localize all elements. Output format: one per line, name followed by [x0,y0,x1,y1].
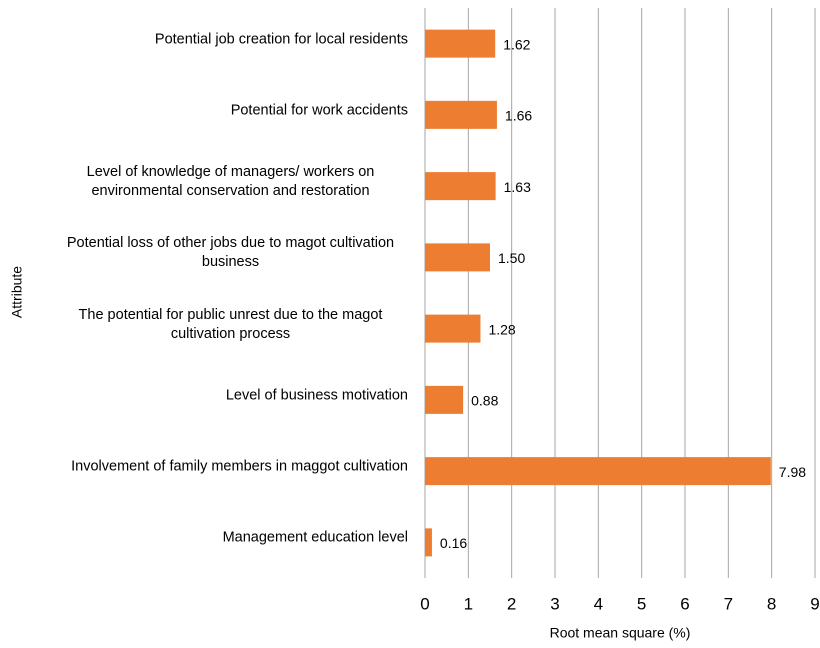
category-text: Level of business motivation [225,387,408,404]
category-label: Management education level [28,529,408,548]
category-label: The potential for public unrest due to t… [28,306,408,344]
value-label: 1.62 [503,36,530,52]
value-label: 1.66 [505,108,532,124]
value-label: 7.98 [779,464,806,480]
category-text: Level of knowledge of managers/ workers … [86,164,375,200]
x-tick-label: 3 [550,594,559,613]
x-tick-label: 2 [507,594,516,613]
x-tick-label: 7 [724,594,733,613]
bar [425,385,464,414]
bar [425,457,771,486]
category-text: Potential loss of other jobs due to mago… [66,235,395,271]
x-tick-label: 8 [767,594,776,613]
category-label: Level of knowledge of managers/ workers … [28,163,408,201]
category-text: Potential for work accidents [230,102,408,119]
x-tick-label: 6 [680,594,689,613]
value-label: 0.16 [440,535,467,551]
category-text: Involvement of family members in maggot … [71,458,408,475]
x-axis-title: Root mean square (%) [550,625,691,641]
bar [425,528,432,557]
category-label: Involvement of family members in maggot … [28,458,408,477]
x-tick-label: 0 [420,594,429,613]
value-label: 1.50 [498,250,525,266]
category-label: Potential job creation for local residen… [28,30,408,49]
value-label: 0.88 [471,393,498,409]
y-axis-title: Attribute [9,266,25,318]
x-tick-label: 1 [464,594,473,613]
category-text: The potential for public unrest due to t… [78,306,383,342]
category-label: Potential loss of other jobs due to mago… [28,234,408,272]
category-text: Potential job creation for local residen… [154,31,408,48]
bar [425,100,497,129]
value-label: 1.63 [504,179,531,195]
x-tick-label: 5 [637,594,646,613]
value-label: 1.28 [488,321,515,337]
x-tick-label: 9 [810,594,819,613]
category-label: Potential for work accidents [28,101,408,120]
x-tick-label: 4 [594,594,603,613]
bar [425,243,490,272]
category-text: Management education level [222,529,408,546]
bar [425,314,481,343]
bar [425,172,496,201]
bar [425,29,496,58]
category-label: Level of business motivation [28,386,408,405]
